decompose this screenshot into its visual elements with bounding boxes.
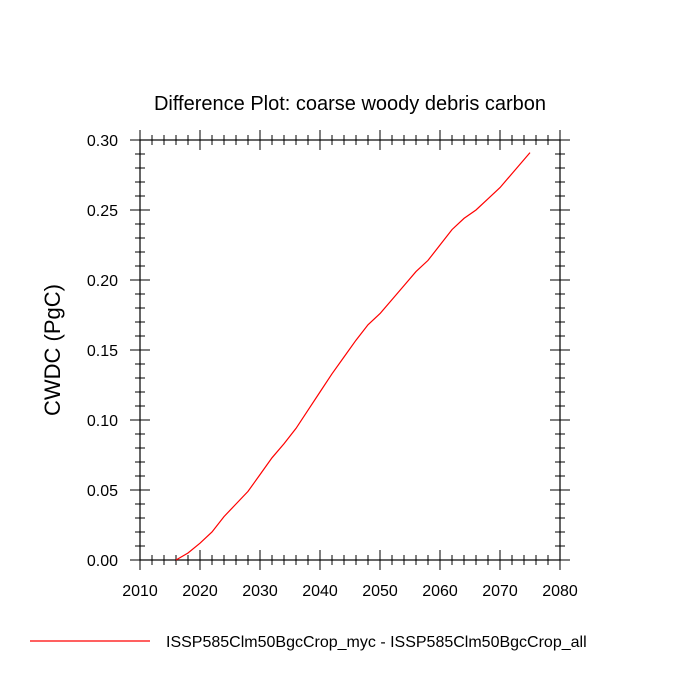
x-tick-labels: 2010 2020 2030 2040 2050 2060 2070 2080	[122, 583, 578, 600]
y-tick-labels: 0.00 0.05 0.10 0.15 0.20 0.25 0.30	[87, 133, 118, 570]
x-tick-label: 2030	[242, 583, 278, 600]
y-tick-label: 0.30	[87, 133, 118, 150]
x-tick-label: 2060	[422, 583, 458, 600]
x-tick-label: 2080	[542, 583, 578, 600]
y-tick-label: 0.20	[87, 273, 118, 290]
x-tick-label: 2010	[122, 583, 158, 600]
x-tick-label: 2040	[302, 583, 338, 600]
plot-frame	[139, 139, 561, 561]
series-line	[175, 152, 531, 561]
legend: ISSP585Clm50BgcCrop_myc - ISSP585Clm50Bg…	[30, 634, 587, 651]
y-tick-label: 0.00	[87, 553, 118, 570]
y-tick-label: 0.25	[87, 203, 118, 220]
legend-label: ISSP585Clm50BgcCrop_myc - ISSP585Clm50Bg…	[166, 634, 587, 651]
y-tick-label: 0.05	[87, 483, 118, 500]
x-tick-label: 2070	[482, 583, 518, 600]
chart-title: Difference Plot: coarse woody debris car…	[154, 93, 546, 115]
y-tick-label: 0.10	[87, 413, 118, 430]
series-layer	[175, 152, 531, 561]
axis-ticks	[130, 130, 570, 570]
x-tick-label: 2020	[182, 583, 218, 600]
x-tick-label: 2050	[362, 583, 398, 600]
y-tick-label: 0.15	[87, 343, 118, 360]
y-axis-label: CWDC (PgC)	[40, 284, 65, 416]
